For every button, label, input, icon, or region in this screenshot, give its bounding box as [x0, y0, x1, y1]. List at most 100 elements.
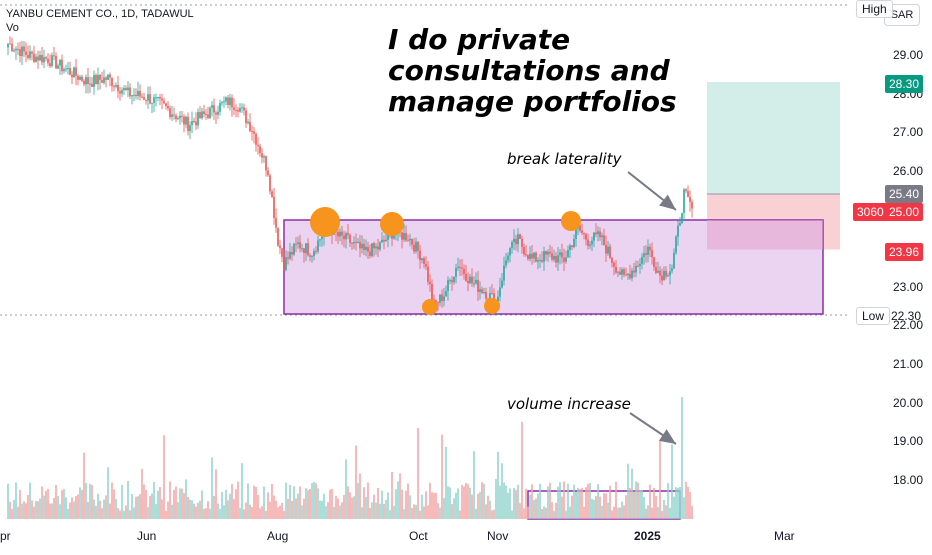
volume-bar — [203, 508, 205, 519]
candle-body — [63, 69, 65, 72]
volume-bar — [421, 494, 423, 519]
candle-body — [175, 115, 177, 120]
touch-point-circle — [561, 211, 581, 231]
touch-point-circle — [380, 212, 404, 236]
volume-bar — [537, 493, 539, 519]
candle-body — [271, 191, 273, 197]
volume-bar — [139, 494, 141, 519]
volume-bar — [467, 484, 469, 519]
touch-point-circle — [422, 299, 438, 315]
volume-bar — [201, 490, 203, 519]
volume-bar — [331, 488, 333, 519]
volume-bar — [535, 498, 537, 519]
volume-bar — [595, 495, 597, 519]
candle-body — [179, 115, 181, 119]
volume-bar — [583, 506, 585, 519]
volume-bar — [681, 397, 683, 519]
candle-body — [425, 263, 427, 267]
target-price-badge: 28.30 — [885, 75, 924, 93]
candle-body — [653, 257, 655, 268]
candle-body — [167, 105, 169, 109]
candle-body — [243, 107, 245, 111]
volume-bar — [391, 471, 393, 519]
volume-bar — [461, 485, 463, 519]
breakout-arrow-head — [659, 194, 676, 210]
candle-body — [117, 85, 119, 92]
volume-bar — [27, 495, 29, 519]
volume-bar — [661, 510, 663, 519]
candle-body — [99, 74, 101, 81]
price-tick-label: 23.00 — [893, 280, 923, 294]
volume-bar — [173, 489, 175, 519]
volume-bar — [455, 492, 457, 519]
stop-price-badge: 23.96 — [885, 243, 924, 261]
candle-body — [165, 103, 167, 106]
candle-body — [677, 225, 679, 237]
candle-body — [47, 58, 49, 64]
last-price-badge: 25.00 — [885, 203, 924, 221]
volume-bar — [43, 495, 45, 519]
volume-bar — [57, 496, 59, 519]
volume-bar — [59, 504, 61, 519]
candle-body — [307, 243, 309, 256]
volume-bar — [121, 484, 123, 519]
volume-bar — [75, 496, 77, 519]
candle-body — [639, 263, 641, 267]
candle-body — [147, 94, 149, 101]
candle-body — [77, 75, 79, 80]
volume-bar — [311, 483, 313, 519]
candle-body — [87, 77, 89, 85]
candle-body — [571, 245, 573, 248]
volume-bar — [343, 494, 345, 519]
candle-body — [259, 146, 261, 154]
volume-bar — [147, 507, 149, 519]
candle-body — [113, 86, 115, 88]
volume-bar — [515, 490, 517, 519]
candle-body — [247, 121, 249, 124]
volume-bar — [13, 499, 15, 519]
volume-bar — [143, 484, 145, 519]
volume-bar — [545, 507, 547, 519]
currency-button[interactable]: SAR — [884, 4, 920, 26]
candle-body — [27, 55, 29, 58]
volume-bar — [441, 434, 443, 519]
volume-bar — [301, 505, 303, 519]
volume-bar — [677, 487, 679, 519]
candle-body — [585, 234, 587, 240]
volume-bar — [91, 484, 93, 519]
candle-body — [121, 90, 123, 94]
breakout-note: break laterality — [507, 150, 622, 168]
candle-body — [137, 90, 139, 96]
volume-bar — [219, 509, 221, 519]
candle-body — [209, 107, 211, 118]
volume-bar — [507, 492, 509, 519]
volume-bar — [193, 503, 195, 519]
volume-bar — [365, 496, 367, 519]
volume-bar — [51, 503, 53, 519]
candle-body — [171, 114, 173, 118]
candle-body — [253, 131, 255, 134]
candle-body — [683, 189, 685, 213]
candle-body — [521, 238, 523, 247]
candle-body — [477, 279, 479, 292]
volume-bar — [485, 504, 487, 519]
volume-bar — [675, 487, 677, 519]
candle-body — [233, 107, 235, 110]
volume-bar — [527, 506, 529, 519]
candle-body — [525, 254, 527, 256]
candle-body — [567, 249, 569, 258]
candle-body — [429, 281, 431, 285]
volume-bar — [533, 500, 535, 519]
candle-body — [553, 256, 555, 260]
candle-body — [379, 242, 381, 250]
volume-bar — [289, 484, 291, 519]
candle-body — [625, 274, 627, 276]
candle-body — [213, 105, 215, 113]
candle-body — [413, 244, 415, 252]
candle-body — [25, 51, 27, 56]
candle-body — [545, 251, 547, 255]
volume-bar — [667, 483, 669, 519]
candle-body — [241, 107, 243, 109]
volume-bar — [297, 493, 299, 519]
